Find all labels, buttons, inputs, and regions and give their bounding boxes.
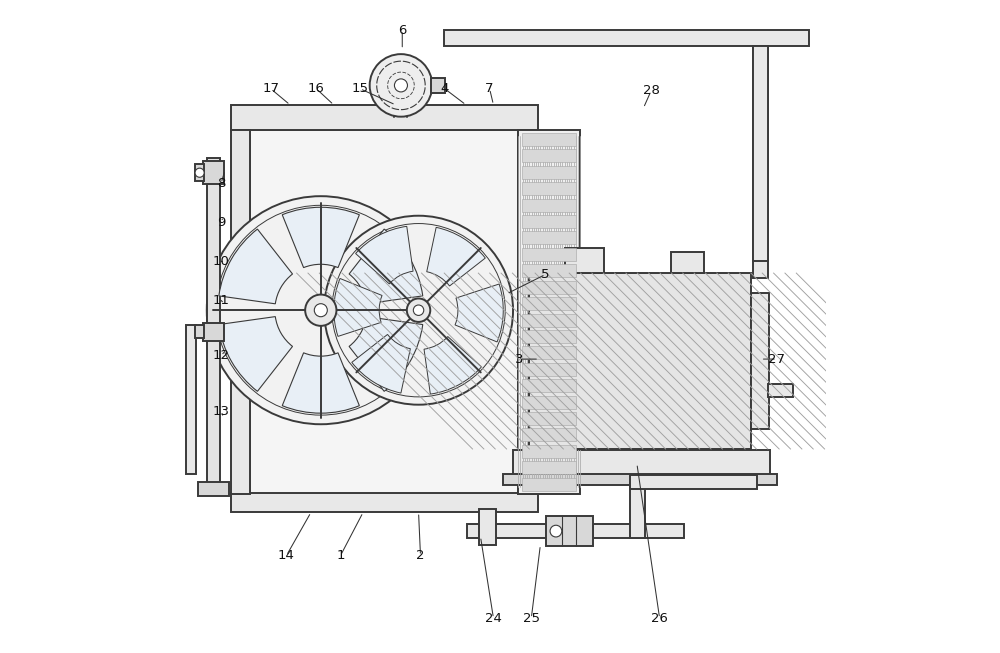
Bar bbox=[467, 524, 552, 538]
Circle shape bbox=[324, 215, 513, 405]
Wedge shape bbox=[427, 227, 485, 286]
Bar bbox=[522, 346, 576, 359]
Text: 6: 6 bbox=[398, 24, 406, 37]
Bar bbox=[522, 281, 576, 294]
Circle shape bbox=[394, 79, 407, 92]
Bar bbox=[753, 46, 768, 261]
Bar bbox=[522, 428, 576, 441]
Text: 13: 13 bbox=[213, 405, 230, 418]
Bar bbox=[546, 516, 593, 546]
Text: 8: 8 bbox=[217, 177, 225, 189]
Bar bbox=[198, 481, 229, 496]
Bar bbox=[203, 161, 224, 184]
Circle shape bbox=[407, 298, 430, 322]
Wedge shape bbox=[282, 353, 359, 413]
Text: 25: 25 bbox=[523, 612, 540, 625]
Bar bbox=[207, 159, 220, 484]
Text: 28: 28 bbox=[643, 84, 660, 97]
Circle shape bbox=[305, 295, 336, 326]
Text: 11: 11 bbox=[213, 294, 230, 307]
Bar bbox=[522, 297, 576, 310]
Bar bbox=[522, 231, 576, 244]
Bar bbox=[593, 524, 684, 538]
Bar bbox=[444, 30, 809, 46]
Circle shape bbox=[413, 305, 424, 315]
Bar bbox=[231, 492, 538, 512]
Text: 24: 24 bbox=[485, 612, 502, 625]
Bar bbox=[231, 130, 250, 494]
Text: 2: 2 bbox=[416, 549, 425, 562]
Bar bbox=[630, 475, 757, 489]
Bar bbox=[203, 323, 224, 341]
Bar bbox=[231, 105, 538, 130]
Wedge shape bbox=[282, 207, 359, 268]
Bar bbox=[186, 325, 196, 475]
Wedge shape bbox=[356, 227, 413, 284]
Text: 3: 3 bbox=[515, 353, 524, 366]
Bar bbox=[522, 363, 576, 376]
Bar bbox=[503, 475, 777, 485]
Bar bbox=[522, 150, 576, 163]
Bar bbox=[522, 379, 576, 392]
Circle shape bbox=[195, 168, 204, 177]
Text: 5: 5 bbox=[541, 268, 550, 281]
Bar bbox=[522, 313, 576, 326]
Bar bbox=[753, 46, 768, 278]
Bar bbox=[250, 130, 518, 494]
Circle shape bbox=[314, 304, 327, 317]
Circle shape bbox=[550, 525, 562, 537]
Text: 10: 10 bbox=[213, 255, 230, 268]
Wedge shape bbox=[219, 229, 293, 304]
Circle shape bbox=[370, 54, 432, 117]
Bar bbox=[522, 133, 576, 146]
Text: 7: 7 bbox=[485, 82, 494, 95]
Text: 12: 12 bbox=[213, 349, 230, 362]
Text: 15: 15 bbox=[351, 82, 368, 95]
Wedge shape bbox=[219, 317, 293, 391]
Bar bbox=[522, 199, 576, 212]
Text: 26: 26 bbox=[651, 612, 668, 625]
Wedge shape bbox=[334, 278, 382, 336]
Bar bbox=[431, 78, 445, 93]
Bar bbox=[522, 264, 576, 278]
Text: 14: 14 bbox=[278, 549, 295, 562]
Bar bbox=[522, 461, 576, 474]
Bar bbox=[522, 445, 576, 458]
Bar bbox=[522, 396, 576, 409]
Wedge shape bbox=[349, 229, 423, 304]
Bar bbox=[513, 451, 770, 477]
Bar bbox=[751, 293, 769, 430]
Text: 17: 17 bbox=[262, 82, 279, 95]
Bar bbox=[522, 215, 576, 228]
Wedge shape bbox=[352, 334, 410, 393]
Bar bbox=[529, 273, 751, 449]
Bar bbox=[195, 325, 204, 338]
Bar bbox=[518, 130, 580, 494]
Bar bbox=[522, 182, 576, 195]
Circle shape bbox=[207, 196, 435, 424]
Bar bbox=[522, 166, 576, 179]
Bar bbox=[565, 248, 604, 273]
Bar bbox=[522, 478, 576, 490]
Text: 1: 1 bbox=[336, 549, 345, 562]
Bar bbox=[522, 330, 576, 343]
Bar bbox=[522, 412, 576, 425]
Wedge shape bbox=[455, 284, 503, 342]
Text: 16: 16 bbox=[308, 82, 325, 95]
Bar bbox=[768, 384, 793, 397]
Bar bbox=[522, 248, 576, 261]
Bar bbox=[671, 252, 704, 273]
Text: 27: 27 bbox=[768, 353, 785, 366]
Bar bbox=[630, 483, 645, 538]
Bar bbox=[518, 130, 538, 494]
Wedge shape bbox=[424, 336, 481, 394]
Bar bbox=[479, 509, 496, 545]
Bar bbox=[195, 165, 204, 181]
Wedge shape bbox=[349, 317, 423, 391]
Text: 9: 9 bbox=[217, 215, 225, 229]
Text: 4: 4 bbox=[440, 82, 449, 95]
